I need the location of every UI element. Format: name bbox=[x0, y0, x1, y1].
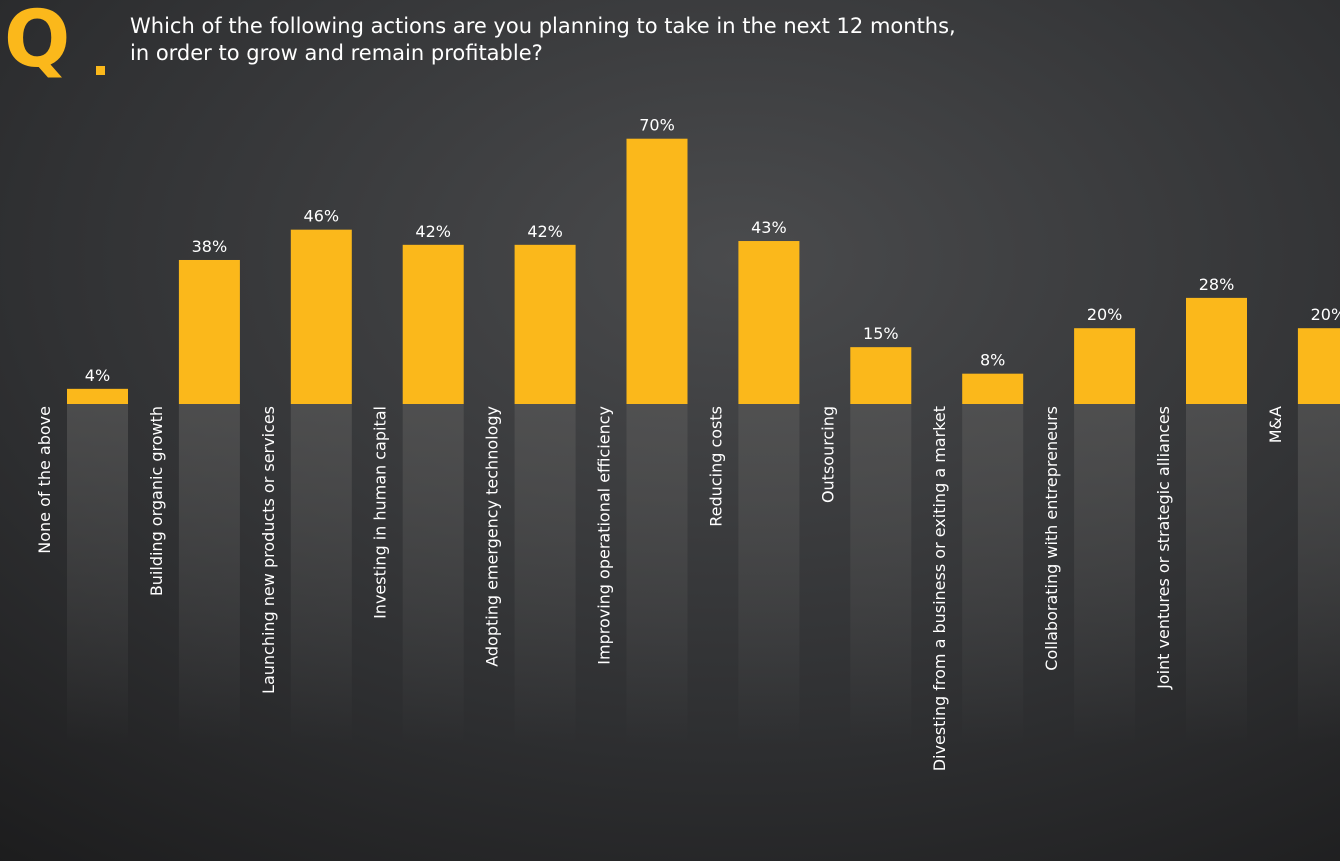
bar-shadow-column bbox=[850, 404, 912, 744]
bar-shadow-column bbox=[1074, 404, 1136, 744]
badge-dot bbox=[96, 66, 105, 75]
value-label: 20% bbox=[1087, 305, 1123, 324]
bar bbox=[402, 244, 464, 404]
value-label: 42% bbox=[527, 222, 563, 241]
bar bbox=[738, 241, 800, 404]
category-label: Reducing costs bbox=[706, 406, 725, 527]
bar bbox=[1297, 328, 1340, 404]
category-label: Adopting emergency technology bbox=[483, 406, 502, 667]
bar-shadow-column bbox=[1297, 404, 1340, 744]
bar bbox=[514, 244, 576, 404]
title-line: Which of the following actions are you p… bbox=[130, 14, 956, 38]
bar-shadow-column bbox=[178, 404, 240, 744]
bar-shadow-column bbox=[738, 404, 800, 744]
bar-shadow-column bbox=[626, 404, 688, 744]
bar-shadow-column bbox=[290, 404, 352, 744]
category-label: Investing in human capital bbox=[371, 406, 390, 619]
value-label: 4% bbox=[85, 366, 110, 385]
badge: Q bbox=[4, 0, 70, 85]
category-label: M&A bbox=[1266, 406, 1285, 443]
bar-shadow-column bbox=[67, 404, 128, 744]
value-label: 38% bbox=[192, 237, 228, 256]
bar-shadow-column bbox=[402, 404, 464, 744]
value-label: 28% bbox=[1199, 275, 1235, 294]
value-label: 46% bbox=[304, 207, 340, 226]
bar bbox=[290, 229, 352, 404]
category-label: Launching new products or services bbox=[259, 406, 278, 694]
value-label: 15% bbox=[863, 324, 899, 343]
bar bbox=[850, 347, 912, 404]
category-label: Divesting from a business or exiting a m… bbox=[930, 406, 949, 771]
value-label: 42% bbox=[415, 222, 451, 241]
value-label: 43% bbox=[751, 218, 787, 237]
category-label: Improving operational efficiency bbox=[595, 406, 614, 665]
title-line: in order to grow and remain profitable? bbox=[130, 41, 543, 65]
category-label: Collaborating with entrepreneurs bbox=[1042, 406, 1061, 671]
bar bbox=[1186, 297, 1247, 404]
bar bbox=[962, 373, 1024, 404]
category-label: Building organic growth bbox=[147, 406, 166, 596]
bar-shadow-column bbox=[1186, 404, 1247, 744]
value-label: 20% bbox=[1311, 305, 1340, 324]
category-label: Outsourcing bbox=[818, 406, 837, 503]
value-label: 8% bbox=[980, 351, 1005, 370]
bar bbox=[178, 259, 240, 404]
bar bbox=[67, 388, 128, 404]
bar-shadow-column bbox=[514, 404, 576, 744]
bar bbox=[1074, 328, 1136, 404]
value-label: 70% bbox=[639, 116, 675, 135]
category-label: Joint ventures or strategic alliances bbox=[1154, 406, 1173, 690]
bar bbox=[626, 138, 688, 404]
bar-shadow-column bbox=[962, 404, 1024, 744]
category-label: None of the above bbox=[35, 406, 54, 554]
